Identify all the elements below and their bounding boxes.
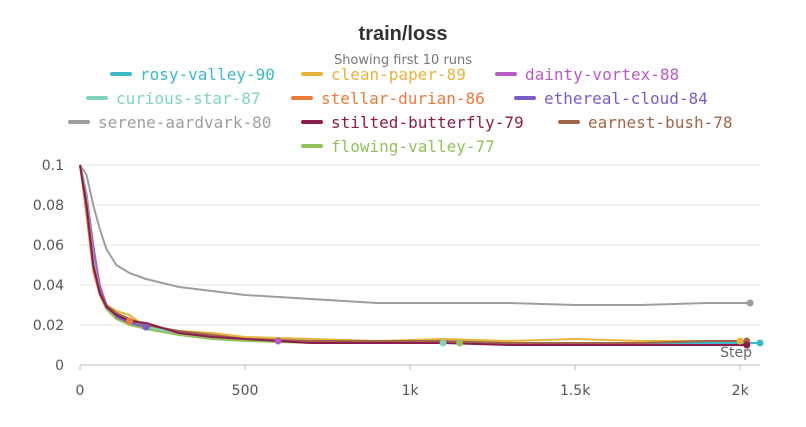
chart-title: train/loss (359, 23, 448, 45)
chart-subtitle: Showing first 10 runs (334, 53, 472, 68)
legend-label: dainty-vortex-88 (525, 65, 679, 84)
legend-label: earnest-bush-78 (588, 113, 733, 132)
y-axis: 0 0.02 0.04 0.06 0.08 0.1 (33, 158, 64, 374)
legend-label: curious-star-87 (116, 89, 261, 108)
series-end-markers (126, 299, 764, 349)
legend-label: stilted-butterfly-79 (331, 113, 524, 132)
y-tick-label: 0.06 (33, 238, 64, 254)
series-end-point-curious-star-87 (439, 339, 447, 347)
series-line-stilted-butterfly-79[interactable] (79, 164, 747, 346)
x-tick-label: 1.5k (560, 383, 591, 399)
legend-label: serene-aardvark-80 (98, 113, 271, 132)
series-end-point-clean-paper-89 (736, 337, 744, 345)
series-end-point-rosy-valley-90 (756, 339, 764, 347)
series-line-earnest-bush-78[interactable] (79, 164, 747, 344)
series-lines (79, 164, 760, 346)
series-end-point-dainty-vortex-88 (274, 337, 282, 345)
series-line-clean-paper-89[interactable] (79, 164, 741, 342)
series-line-curious-star-87[interactable] (79, 164, 444, 344)
series-end-point-serene-aardvark-80 (746, 299, 754, 307)
x-tick-label: 500 (232, 383, 259, 399)
series-end-point-ethereal-cloud-84 (142, 323, 150, 331)
series-line-serene-aardvark-80[interactable] (79, 164, 751, 306)
x-tick-label: 2k (732, 383, 750, 399)
series-end-point-stilted-butterfly-79 (743, 341, 751, 349)
x-axis-label: Step (720, 345, 752, 361)
x-tick-label: 1k (402, 383, 420, 399)
y-tick-label: 0.08 (33, 198, 64, 214)
legend-item[interactable]: dainty-vortex-88 (495, 65, 679, 84)
legend-item[interactable]: clean-paper-89 (301, 65, 466, 84)
y-tick-label: 0 (55, 358, 64, 374)
legend-label: flowing-valley-77 (331, 137, 495, 156)
y-tick-label: 0.02 (33, 318, 64, 334)
legend-label: rosy-valley-90 (140, 65, 275, 84)
legend-label: clean-paper-89 (331, 65, 466, 84)
legend-item[interactable]: ethereal-cloud-84 (514, 89, 708, 108)
legend-item[interactable]: flowing-valley-77 (301, 137, 495, 156)
legend-label: ethereal-cloud-84 (544, 89, 708, 108)
legend-item[interactable]: serene-aardvark-80 (68, 113, 271, 132)
series-line-flowing-valley-77[interactable] (79, 164, 460, 344)
y-tick-label: 0.04 (33, 278, 64, 294)
x-axis: 0 500 1k 1.5k 2k (76, 364, 760, 399)
legend-label: stellar-durian-86 (321, 89, 485, 108)
legend-item[interactable]: curious-star-87 (86, 89, 261, 108)
series-line-rosy-valley-90[interactable] (79, 164, 760, 344)
legend-item[interactable]: earnest-bush-78 (558, 113, 733, 132)
series-end-point-flowing-valley-77 (456, 339, 464, 347)
x-tick-label: 0 (76, 383, 85, 399)
legend-item[interactable]: stilted-butterfly-79 (301, 113, 524, 132)
legend-item[interactable]: stellar-durian-86 (291, 89, 485, 108)
legend: rosy-valley-90 clean-paper-89 dainty-vorte… (68, 65, 733, 156)
legend-item[interactable]: rosy-valley-90 (110, 65, 275, 84)
series-end-point-stellar-durian-86 (126, 317, 134, 325)
y-tick-label: 0.1 (42, 158, 64, 174)
